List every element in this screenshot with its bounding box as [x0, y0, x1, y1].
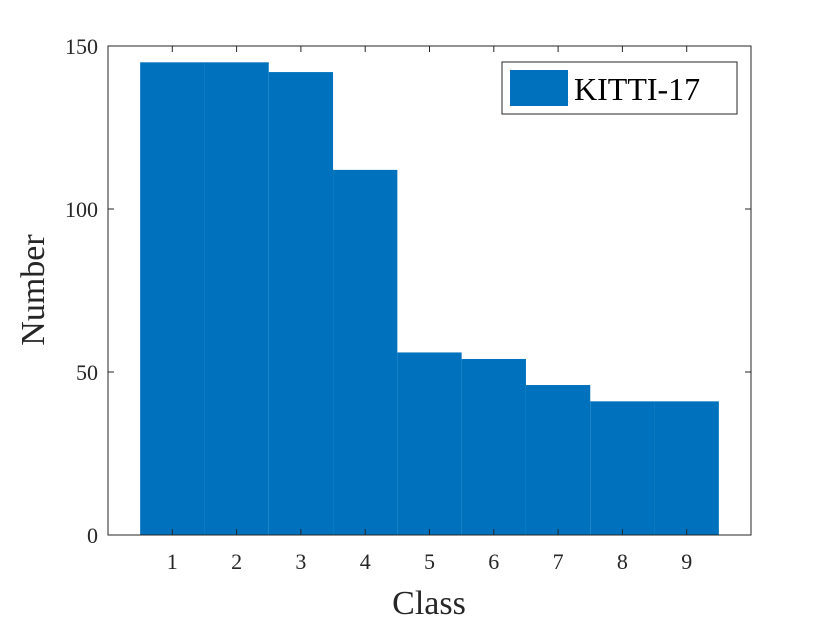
bars-group	[140, 62, 719, 536]
bar-2	[204, 62, 269, 536]
y-tick-label-100: 100	[65, 197, 98, 222]
legend: KITTI-17	[501, 61, 738, 115]
x-tick-label-5: 5	[424, 549, 435, 574]
x-tick-label-2: 2	[231, 549, 242, 574]
bar-3	[268, 72, 334, 535]
x-tick-label-7: 7	[553, 549, 564, 574]
x-tick-label-9: 9	[681, 549, 692, 574]
y-axis-title: Number	[15, 234, 52, 346]
x-tick-label-4: 4	[360, 549, 371, 574]
bar-7	[525, 385, 591, 535]
bar-1	[140, 62, 205, 536]
bar-8	[590, 401, 655, 535]
legend-swatch	[510, 70, 568, 106]
y-tick-label-50: 50	[76, 360, 98, 385]
legend-label: KITTI-17	[574, 71, 700, 107]
y-tick-label-0: 0	[87, 523, 98, 548]
y-tick-label-150: 150	[65, 34, 98, 59]
bar-5	[397, 352, 462, 535]
x-tick-label-8: 8	[617, 549, 628, 574]
bar-9	[654, 401, 719, 535]
x-tick-label-6: 6	[488, 549, 499, 574]
bar-6	[461, 358, 526, 535]
x-axis-title: Class	[392, 585, 466, 622]
bar-4	[333, 169, 398, 535]
ticks-group: 1 2 3 4 5 6 7 8 9 0 50 100 150	[65, 34, 751, 574]
x-tick-label-1: 1	[167, 549, 178, 574]
x-tick-label-3: 3	[295, 549, 306, 574]
